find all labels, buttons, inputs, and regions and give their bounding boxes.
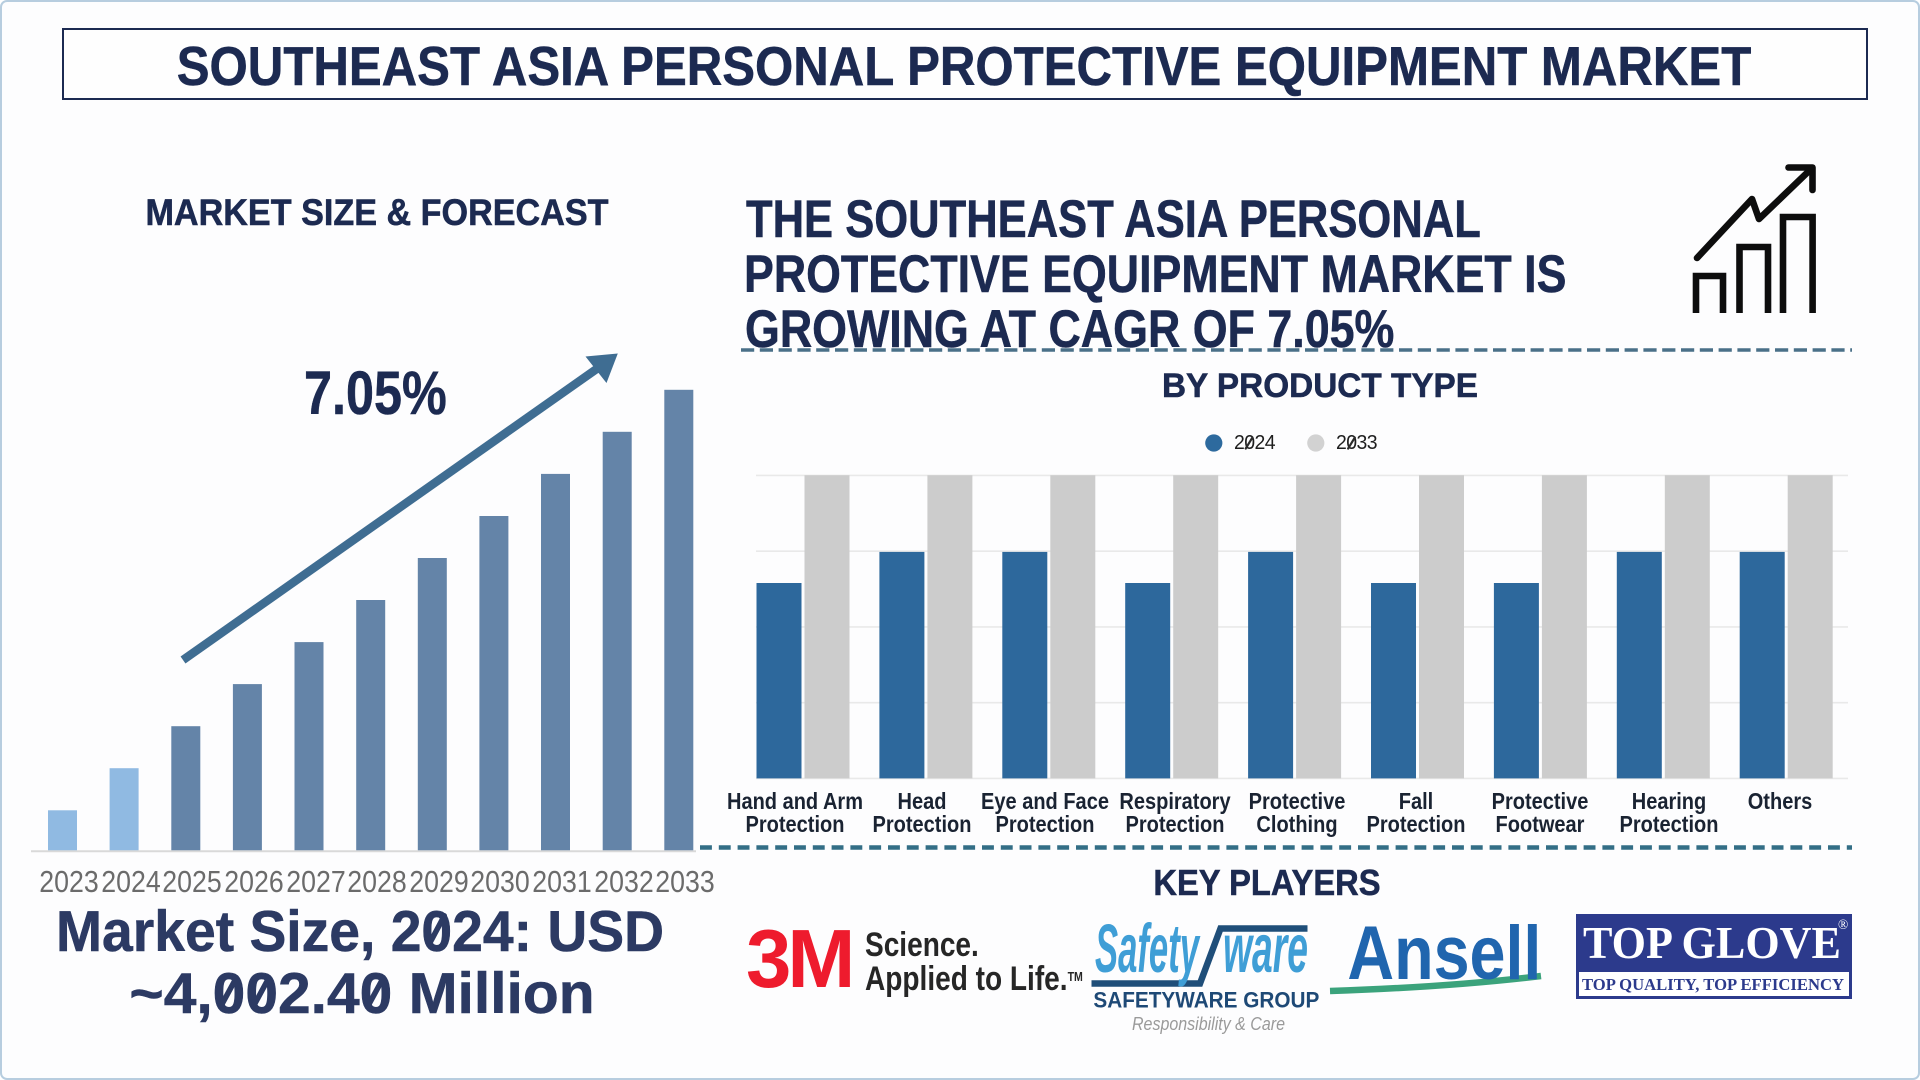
svg-text:TOP GLOVE: TOP GLOVE [1583, 917, 1841, 968]
svg-text:Safety: Safety [1095, 910, 1200, 987]
svg-text:ware: ware [1223, 910, 1308, 987]
svg-text:TOP QUALITY, TOP EFFICIENCY: TOP QUALITY, TOP EFFICIENCY [1582, 975, 1844, 994]
svg-text:®: ® [1838, 917, 1848, 932]
svg-text:Responsibility & Care: Responsibility & Care [1132, 1013, 1285, 1034]
svg-text:Ansell: Ansell [1347, 911, 1541, 996]
svg-text:SAFETYWARE GROUP: SAFETYWARE GROUP [1093, 987, 1319, 1012]
